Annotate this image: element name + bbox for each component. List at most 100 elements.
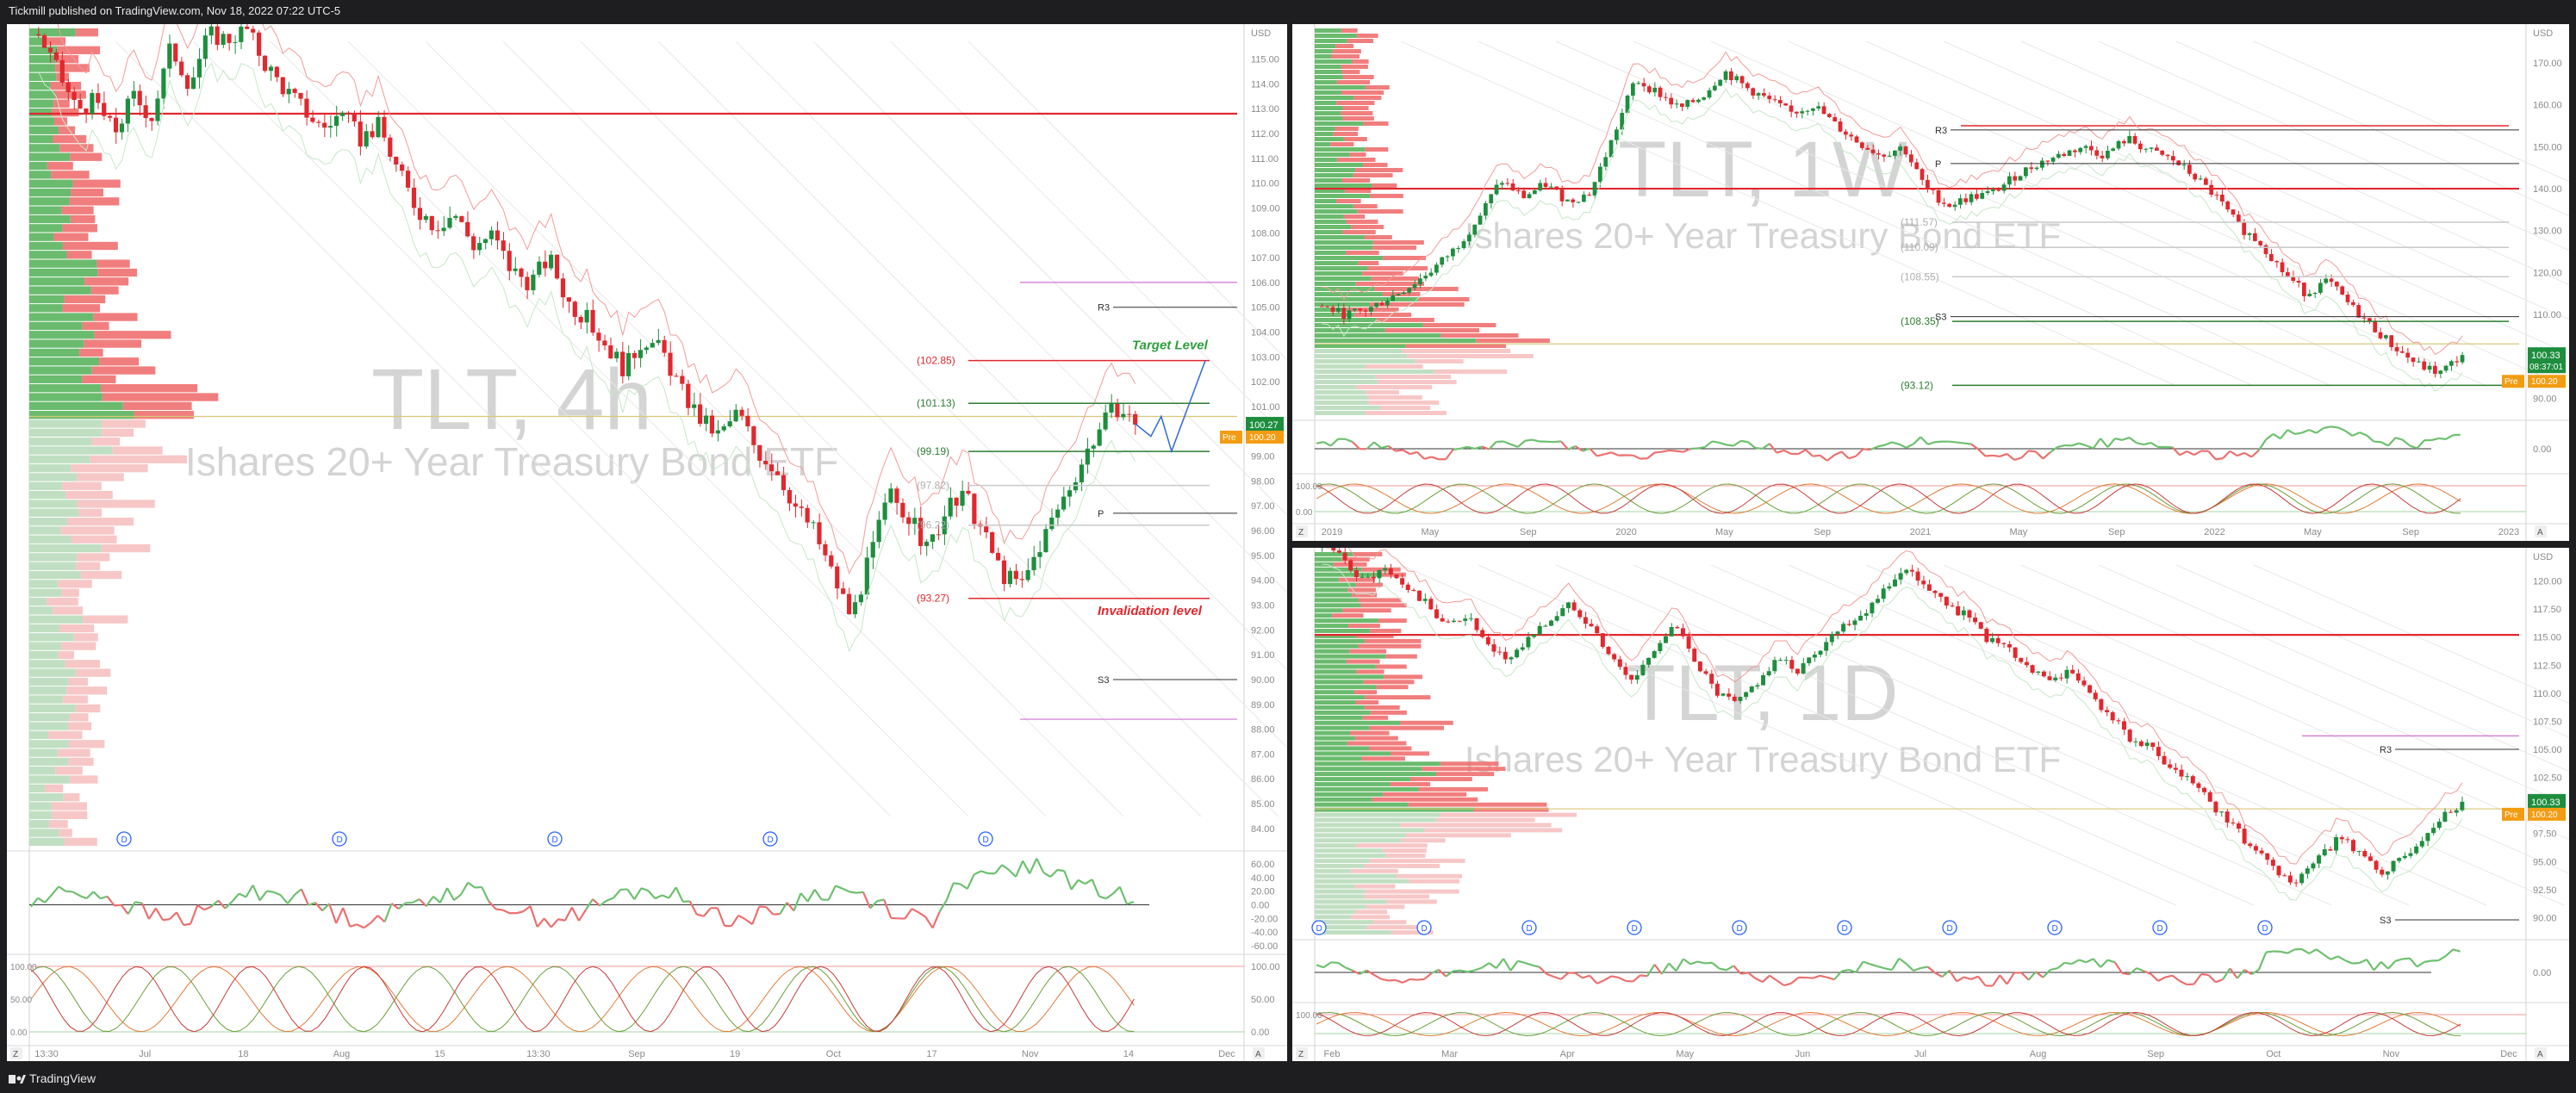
volume-profile-down-bar: [55, 64, 90, 72]
volume-profile-up-bar: [29, 339, 84, 348]
volume-profile-down-bar: [122, 401, 192, 411]
chart-pane-4h[interactable]: TLT, 4h Ishares 20+ Year Treasury Bond ET…: [7, 24, 1287, 1061]
oscillator-segment: [2424, 959, 2432, 963]
candle-up: [2408, 853, 2413, 856]
volume-profile-down-bar: [1339, 577, 1375, 582]
volume-profile-up-bar: [1315, 552, 1353, 556]
oscillator-segment: [342, 907, 352, 928]
candle-up: [852, 602, 858, 615]
candle-up: [125, 98, 130, 124]
volume-profile-up-bar: [1315, 59, 1352, 64]
candle-down: [2362, 851, 2368, 857]
volume-profile-down-bar: [69, 713, 89, 722]
channel-line: [890, 40, 1287, 438]
volume-profile-down-bar: [58, 580, 92, 588]
oscillator-segment: [1582, 974, 1590, 979]
volume-profile-down-bar: [54, 90, 86, 99]
oscillator-segment: [1848, 455, 1857, 460]
candle-down: [2351, 840, 2355, 852]
stochastic-line: [30, 966, 1135, 1033]
candle-down: [184, 75, 190, 90]
candle-up: [1772, 660, 1777, 672]
volume-profile-up-bar: [29, 463, 72, 473]
volume-profile-up-bar: [1315, 183, 1372, 188]
time-axis-tick: 2021: [1910, 527, 1931, 537]
oscillator-segment: [1380, 978, 1389, 982]
oscillator-segment: [1957, 441, 1964, 444]
candle-down: [1942, 202, 1946, 204]
oscillator-segment: [883, 899, 893, 919]
stoch-right-tick: 100.00: [1251, 962, 1280, 972]
oscillator-segment: [467, 881, 476, 889]
oscillator-segment: [793, 892, 802, 911]
target-level-label: Target Level: [1132, 338, 1209, 353]
candle-down: [793, 503, 798, 507]
oscillator-segment: [2006, 972, 2015, 985]
candle-up: [2460, 801, 2465, 810]
volume-profile-up-bar: [1315, 328, 1385, 332]
volume-profile-down-bar: [101, 543, 151, 553]
price-axis-tick: 170.00: [2533, 59, 2562, 69]
price-axis-tick: 107.00: [1251, 253, 1280, 264]
volume-profile-down-bar: [1424, 828, 1563, 833]
candle-down: [2013, 176, 2018, 181]
oscillator-segment: [1935, 440, 1943, 444]
oscillator-segment: [2445, 948, 2455, 957]
oscillator-segment: [1560, 972, 1569, 980]
volume-profile-down-bar: [1335, 44, 1354, 48]
watermark-symbol: TLT, 1W: [1618, 126, 1907, 214]
volume-profile-down-bar: [1400, 823, 1552, 828]
volume-profile-up-bar: [29, 570, 81, 580]
candle-up: [202, 35, 208, 59]
candle-down: [2029, 167, 2034, 170]
volume-profile-down-bar: [1418, 786, 1488, 792]
candle-down: [1127, 413, 1132, 415]
candle-up: [328, 126, 333, 128]
candle-down: [215, 26, 220, 46]
candle-down: [1446, 621, 1451, 623]
price-axis-tick: 112.50: [2533, 661, 2561, 671]
volume-profile-down-bar: [71, 463, 148, 473]
candle-down: [1543, 183, 1548, 188]
oscillator-segment: [1532, 964, 1540, 968]
candle-down: [1697, 661, 1702, 672]
oscillator-segment: [1481, 445, 1490, 450]
oscillator-segment: [2028, 450, 2037, 453]
oscillator-segment: [1891, 441, 1900, 445]
oscillator-segment: [1098, 895, 1107, 900]
candle-up: [2247, 233, 2252, 235]
candle-down: [2190, 776, 2195, 784]
dividend-event-label: D: [2157, 924, 2163, 934]
oscillator-segment: [1884, 441, 1893, 446]
premarket-price-tag: [2528, 807, 2566, 821]
volume-profile-down-bar: [99, 357, 140, 366]
candle-up: [1520, 647, 1525, 650]
price-axis-tick: 108.00: [1251, 228, 1280, 239]
candle-down: [405, 171, 411, 188]
oscillator-segment: [1948, 970, 1958, 983]
oscillator-segment: [2374, 440, 2381, 444]
oscillator-segment: [1316, 441, 1324, 444]
volume-profile-up-bar: [1315, 251, 1347, 255]
auto-scale-button: [2535, 525, 2547, 537]
volume-profile-up-bar: [29, 411, 134, 419]
candle-up: [2024, 167, 2028, 177]
candle-down: [2045, 160, 2050, 162]
oscillator-segment: [2373, 961, 2382, 972]
candle-down: [2073, 150, 2077, 152]
volume-profile-up-bar: [29, 321, 83, 331]
volume-profile-up-bar: [29, 90, 55, 99]
candle-down: [53, 52, 59, 60]
chart-pane-1w[interactable]: TLT, 1W Ishares 20+ Year Treasury Bond ET…: [1292, 24, 2569, 541]
chart-pane-1d[interactable]: TLT, 1D Ishares 20+ Year Treasury Bond ET…: [1292, 548, 2569, 1061]
stochastic-line: [1316, 1011, 2461, 1037]
candle-up: [1396, 294, 1401, 295]
volume-profile-up-bar: [1315, 854, 1387, 858]
channel-line: [425, 40, 1202, 817]
auto-scale-button-icon: A: [1255, 1050, 1261, 1059]
volume-profile-up-bar: [1315, 189, 1346, 193]
oscillator-segment: [849, 891, 857, 894]
volume-profile-up-bar: [1315, 75, 1343, 79]
volume-profile-down-bar: [1354, 884, 1396, 889]
candle-up: [1463, 618, 1468, 621]
